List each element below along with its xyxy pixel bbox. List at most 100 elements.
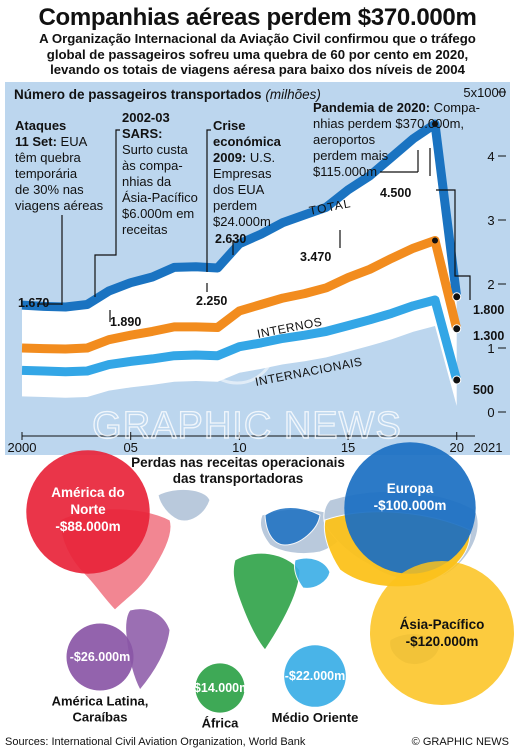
- svg-text:viagens aéreas: viagens aéreas: [15, 198, 104, 213]
- svg-text:aeroportos: aeroportos: [313, 132, 376, 147]
- end-marker: [452, 324, 462, 334]
- svg-text:Surto custa: Surto custa: [122, 142, 189, 157]
- data-label: 4.500: [380, 186, 411, 200]
- latin-america-value: -$26.000m: [70, 650, 130, 664]
- x-tick-label: 2021: [474, 440, 503, 455]
- svg-text:Ásia-Pacífico: Ásia-Pacífico: [122, 190, 198, 205]
- subtitle: A Organização Internacional da Aviação C…: [0, 31, 515, 78]
- svg-text:económica: económica: [213, 134, 282, 149]
- north-america-value: -$88.000m: [55, 519, 120, 534]
- svg-text:perdem: perdem: [213, 198, 257, 213]
- middle-east-value: -$22.000m: [285, 669, 345, 683]
- svg-text:Pandemia de 2020: Compa-: Pandemia de 2020: Compa-: [313, 100, 480, 115]
- data-label: 500: [473, 383, 494, 397]
- svg-text:temporária: temporária: [15, 166, 78, 181]
- peak-marker: [432, 237, 439, 244]
- x-tick-label: 20: [450, 440, 464, 455]
- map-title-line: das transportadoras: [173, 471, 304, 486]
- subtitle-line: A Organização Internacional da Aviação C…: [39, 31, 476, 46]
- svg-text:2002-03: 2002-03: [122, 110, 170, 125]
- chart-title: Número de passageiros transportados (mil…: [14, 87, 321, 102]
- axis-ticks: 2000 05 10 15 20 2021 0 1 2 3 4 5x1000: [8, 85, 506, 455]
- end-marker: [452, 375, 462, 385]
- x-tick-label: 10: [232, 440, 246, 455]
- europe-shape: [264, 507, 321, 546]
- africa-bubble: [195, 663, 245, 713]
- svg-text:11 Set: EUA: 11 Set: EUA: [15, 134, 88, 149]
- series-total-band: [22, 124, 457, 349]
- subtitle-line: levando os totais de viagens aéresa para…: [50, 62, 465, 77]
- subtitle-line: global de passageiros sofreu uma quebra …: [46, 46, 469, 62]
- annotation-sars: 2002-03 SARS: Surto custa às compa- nhia…: [94, 110, 198, 297]
- middle-east-bubble: [284, 645, 346, 707]
- middle-east-name: Médio Oriente: [272, 710, 359, 725]
- svg-text:Crise: Crise: [213, 118, 246, 133]
- svg-text:nhias da: nhias da: [122, 174, 172, 189]
- page-title: Companhias aéreas perdem $370.000m: [38, 4, 477, 31]
- end-marker: [452, 292, 462, 302]
- series-internos-band: [22, 240, 457, 380]
- africa-name: África: [202, 716, 240, 731]
- svg-text:perdem mais: perdem mais: [313, 148, 389, 163]
- data-label: 2.630: [215, 232, 246, 246]
- x-tick-label: 2000: [8, 440, 37, 455]
- south-america-shape: [125, 608, 171, 691]
- africa-shape: [232, 552, 301, 651]
- north-america-name: América do: [51, 485, 125, 500]
- x-tick-label: 05: [123, 440, 137, 455]
- data-label: 1.300: [473, 329, 504, 343]
- series-internacionais-line: [21, 295, 462, 382]
- svg-text:$115.000m: $115.000m: [313, 164, 377, 179]
- chart-series: [21, 119, 462, 406]
- asia-pacific-value: -$120.000m: [406, 634, 479, 649]
- loss-bubbles: América do Norte -$88.000m Europa -$100.000m…: [26, 442, 514, 731]
- map-title-line: Perdas nas receitas operacionais: [131, 455, 345, 470]
- annotation-2020: Pandemia de 2020: Compa- nhias perdem $3…: [313, 100, 480, 179]
- sources: Sources: International Civil Aviation Or…: [5, 736, 306, 748]
- data-label: 1.800: [473, 303, 504, 317]
- svg-text:$6.000m em: $6.000m em: [122, 206, 194, 221]
- data-label-leaders: [37, 148, 471, 322]
- north-america-name: Norte: [70, 502, 106, 517]
- chart-title-text: Número de passageiros transportados: [14, 87, 262, 102]
- data-label: 2.250: [196, 294, 227, 308]
- middle-east-shape: [294, 557, 331, 589]
- y-tick-label: 4: [487, 149, 494, 164]
- europe-bubble: [344, 442, 476, 574]
- africa-value: -$14.000m: [190, 681, 250, 695]
- svg-text:de 30% nas: de 30% nas: [15, 182, 84, 197]
- y-tick-label: 2: [487, 277, 494, 292]
- svg-text:receitas: receitas: [122, 222, 168, 237]
- chart-title-unit: (milhões): [265, 87, 321, 102]
- latin-america-name: América Latina,: [52, 694, 149, 709]
- y-tick-label: 1: [487, 341, 494, 356]
- europe-value: -$100.000m: [374, 498, 447, 513]
- svg-text:$24.000m: $24.000m: [213, 214, 271, 229]
- svg-text:nhias perdem $370.000m,: nhias perdem $370.000m,: [313, 116, 464, 131]
- peak-marker: [432, 121, 439, 127]
- north-america-bubble: [26, 450, 150, 574]
- svg-text:SARS:: SARS:: [122, 126, 162, 141]
- watermark-text: GRAPHIC NEWS: [92, 405, 402, 447]
- copyright: © GRAPHIC NEWS: [411, 736, 509, 748]
- series-total-line: [21, 119, 462, 312]
- svg-text:dos EUA: dos EUA: [213, 182, 265, 197]
- y-tick-label: 0: [487, 405, 494, 420]
- asia-pacific-bubble: [370, 561, 514, 705]
- data-label: 1.670: [18, 296, 49, 310]
- y-tick-label: 3: [487, 213, 494, 228]
- data-label: 1.890: [110, 315, 141, 329]
- annotation-2009: Crise económica 2009: U.S. Empresas dos …: [206, 118, 282, 272]
- svg-text:Empresas: Empresas: [213, 166, 272, 181]
- svg-text:2009: U.S.: 2009: U.S.: [213, 150, 275, 165]
- svg-text:Ataques: Ataques: [15, 118, 66, 133]
- x-tick-label: 15: [341, 440, 355, 455]
- europe-name: Europa: [387, 481, 434, 496]
- data-label: 3.470: [300, 250, 331, 264]
- greenland-shape: [157, 488, 211, 522]
- asia-pacific-name: Ásia-Pacífico: [400, 617, 485, 632]
- latin-america-bubble: [66, 623, 134, 691]
- annotation-911: Ataques 11 Set: EUA têm quebra temporári…: [15, 118, 104, 305]
